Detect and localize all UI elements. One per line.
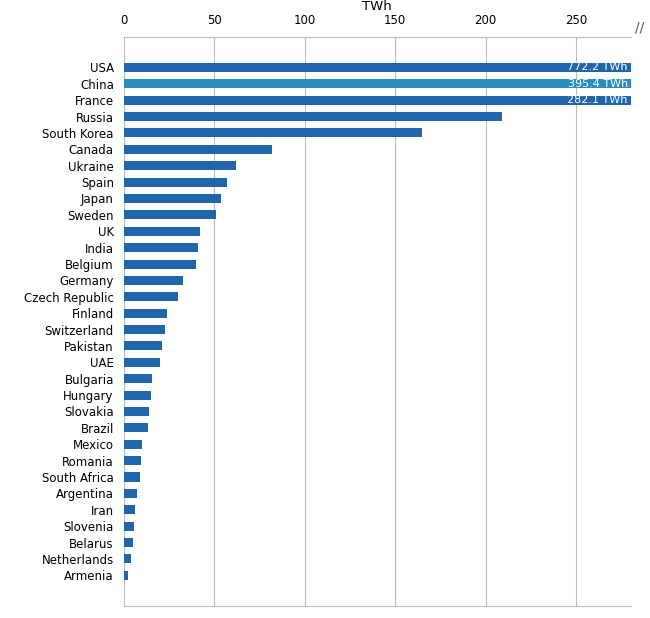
Bar (124, 571, 128, 580)
Bar (124, 407, 149, 416)
Bar (124, 96, 630, 104)
Bar (124, 423, 148, 433)
Bar (124, 79, 630, 88)
Bar (124, 325, 165, 334)
Bar (124, 522, 135, 531)
Bar (124, 243, 198, 252)
Text: 772.2 TWh: 772.2 TWh (567, 62, 628, 72)
Bar (124, 194, 221, 203)
Bar (124, 341, 161, 350)
Bar (124, 161, 236, 170)
Bar (124, 506, 135, 514)
Text: //: // (634, 20, 644, 35)
Bar (124, 260, 196, 269)
Bar (124, 210, 216, 219)
Bar (124, 440, 142, 449)
Bar (124, 538, 133, 547)
Bar (124, 177, 227, 187)
Bar (124, 391, 151, 400)
X-axis label: TWh: TWh (362, 0, 392, 13)
Bar (124, 276, 183, 285)
Bar (124, 112, 502, 121)
Bar (124, 554, 131, 564)
Bar (124, 374, 153, 383)
Bar (124, 63, 630, 72)
Bar (124, 456, 140, 465)
Bar (124, 358, 160, 367)
Bar (124, 292, 178, 302)
Bar (124, 489, 137, 498)
Bar (124, 473, 140, 481)
Bar (124, 129, 422, 137)
Bar (124, 145, 272, 154)
Bar (124, 308, 167, 318)
Text: 282.1 TWh: 282.1 TWh (567, 95, 628, 105)
Bar (124, 227, 200, 235)
Text: 395.4 TWh: 395.4 TWh (567, 79, 628, 89)
